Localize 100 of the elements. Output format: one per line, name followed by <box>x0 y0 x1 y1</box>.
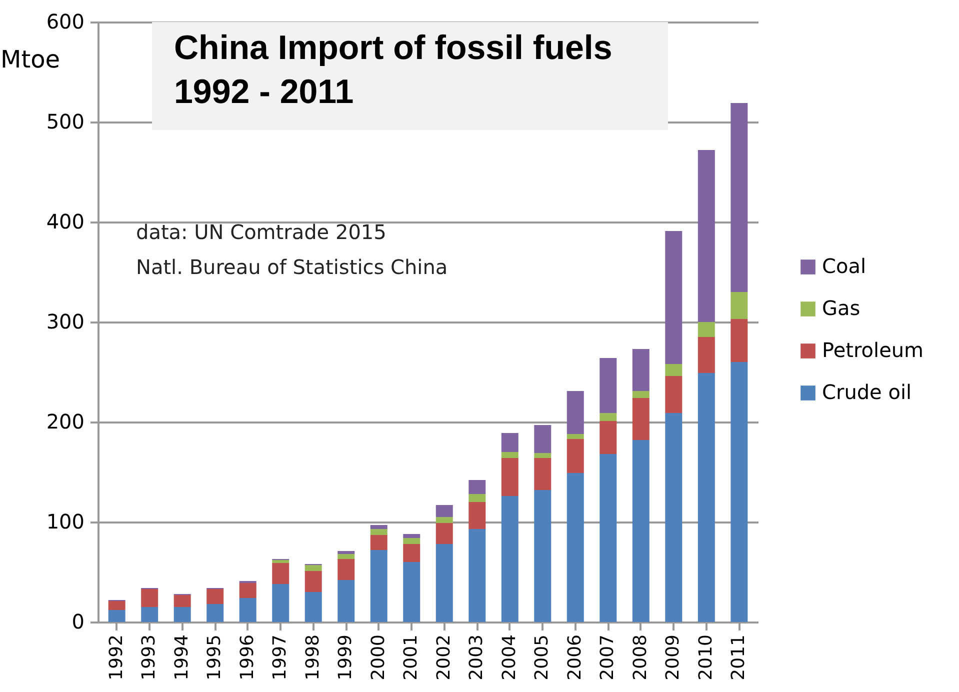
bar <box>338 554 355 559</box>
bar <box>174 607 191 622</box>
bar <box>468 480 486 494</box>
x-tick-label: 2002 <box>433 634 454 680</box>
legend-label: Gas <box>822 296 860 320</box>
x-tick-label: 2005 <box>532 634 553 680</box>
bar <box>566 391 584 434</box>
bar <box>370 529 388 535</box>
bar <box>304 565 322 571</box>
bar <box>632 349 650 391</box>
annotation: data: UN Comtrade 2015 <box>136 220 386 244</box>
bar <box>632 398 650 440</box>
y-tick-label: 0 <box>72 610 84 634</box>
y-tick-label: 200 <box>46 410 84 434</box>
bar <box>566 473 584 622</box>
y-tick-label: 300 <box>46 310 84 334</box>
bar <box>206 604 224 622</box>
bar <box>730 362 748 622</box>
bar <box>108 601 126 610</box>
bar <box>272 560 290 563</box>
bar <box>698 322 715 337</box>
y-tick-label: 400 <box>46 210 84 234</box>
x-tick-label: 2010 <box>695 634 716 680</box>
bar <box>501 458 518 496</box>
bar <box>468 502 486 529</box>
bar <box>338 580 355 622</box>
bar <box>600 421 617 454</box>
bar <box>370 535 388 550</box>
bar <box>436 523 453 544</box>
bar <box>239 583 256 598</box>
bar <box>370 550 388 622</box>
bar <box>436 505 453 517</box>
bar <box>730 292 748 319</box>
bar <box>141 607 158 622</box>
bar <box>566 439 584 473</box>
x-tick-label: 1994 <box>171 634 192 680</box>
bar <box>403 544 420 562</box>
bar <box>304 571 322 592</box>
bar <box>403 562 420 622</box>
bar <box>600 358 617 413</box>
annotation: Natl. Bureau of Statistics China <box>136 255 448 279</box>
bar <box>272 563 290 584</box>
bar <box>566 434 584 439</box>
bar <box>304 592 322 622</box>
bar <box>600 413 617 421</box>
bar <box>501 433 518 452</box>
bar <box>665 231 682 364</box>
x-tick-label: 1992 <box>106 634 127 680</box>
y-tick-label: 600 <box>46 10 84 34</box>
bar <box>501 452 518 458</box>
bar <box>436 544 453 622</box>
x-tick-label: 2000 <box>368 634 389 680</box>
bar <box>206 589 224 604</box>
bar <box>698 337 715 373</box>
text: China Import of fossil fuels 1992 - 2011 <box>174 29 612 111</box>
x-tick-label: 2008 <box>630 634 651 680</box>
bar <box>239 598 256 622</box>
bar <box>698 150 715 322</box>
bar <box>698 373 715 622</box>
bar <box>436 517 453 523</box>
bar <box>665 376 682 413</box>
legend-label: Crude oil <box>822 380 912 404</box>
bar <box>501 496 518 622</box>
legend-label: Coal <box>822 254 866 278</box>
x-tick-label: 2004 <box>498 634 520 680</box>
y-tick-label: 500 <box>46 110 84 134</box>
x-tick-label: 1999 <box>335 634 356 680</box>
bar <box>468 494 486 502</box>
bar <box>272 584 290 622</box>
bar <box>600 454 617 622</box>
bar <box>730 103 748 292</box>
bar <box>338 551 355 554</box>
bar <box>468 529 486 622</box>
x-tick-label: 2011 <box>728 634 750 680</box>
bar <box>665 364 682 376</box>
x-tick-label: 1993 <box>138 634 160 680</box>
legend-label: Petroleum <box>822 338 924 362</box>
bar <box>403 538 420 544</box>
bar <box>403 534 420 538</box>
bar <box>108 610 126 622</box>
bar <box>174 595 191 607</box>
x-tick-label: 1997 <box>270 634 291 680</box>
bar <box>730 319 748 362</box>
x-tick-label: 1996 <box>236 634 258 680</box>
x-tick-label: 1995 <box>204 634 226 680</box>
bar <box>534 458 552 490</box>
x-tick-label: 2007 <box>597 634 618 680</box>
bar <box>534 453 552 458</box>
y-axis-title: Mtoe <box>0 46 60 74</box>
x-tick-label: 2001 <box>400 634 422 680</box>
bar <box>534 490 552 622</box>
bar <box>534 425 552 453</box>
x-tick-label: 2003 <box>466 634 488 680</box>
bar <box>338 559 355 580</box>
x-tick-label: 2009 <box>662 634 684 680</box>
bar <box>665 413 682 622</box>
bar <box>632 440 650 622</box>
bar <box>632 391 650 398</box>
y-tick-label: 100 <box>46 510 84 534</box>
bar <box>370 525 388 529</box>
